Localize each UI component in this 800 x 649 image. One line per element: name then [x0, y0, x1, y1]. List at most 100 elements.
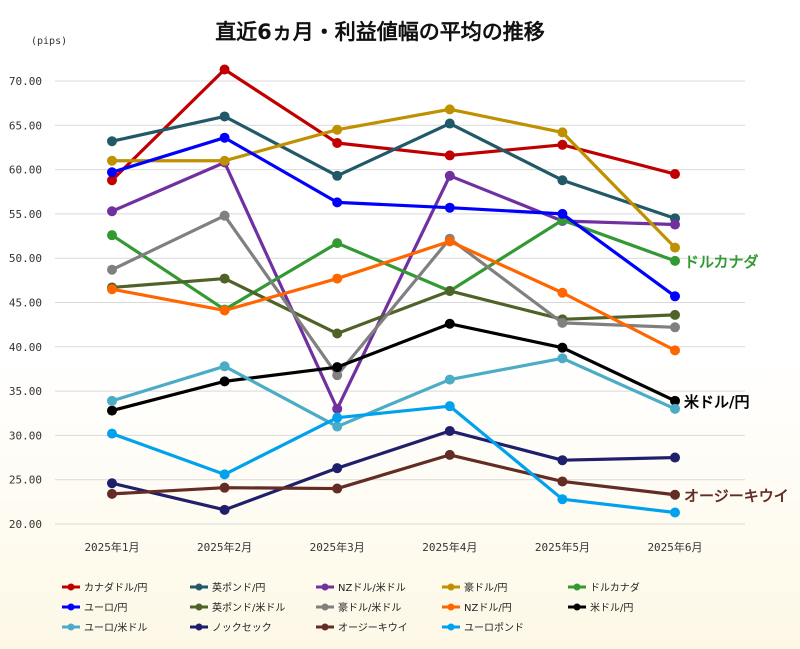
data-point — [107, 395, 117, 406]
data-point — [670, 242, 680, 253]
legend-label: 英ポンド/米ドル — [212, 601, 285, 614]
data-point — [332, 124, 343, 135]
legend-swatch-marker — [321, 583, 329, 591]
x-tick-label: 2025年4月 — [422, 540, 477, 554]
legend-swatch-marker — [195, 623, 203, 631]
data-point — [557, 353, 568, 364]
data-point — [219, 111, 230, 122]
series-line — [110, 453, 677, 497]
series-line — [110, 356, 677, 429]
series-9 — [107, 318, 680, 416]
legend-item: NZドル/円 — [442, 603, 512, 614]
data-point — [557, 455, 568, 466]
data-point — [557, 175, 568, 186]
y-tick-label: 35.00 — [9, 385, 42, 398]
legend-label: ユーロ/円 — [84, 603, 127, 614]
data-point — [670, 395, 680, 406]
legend-item: 豪ドル/米ドル — [316, 601, 401, 614]
data-point — [107, 230, 117, 241]
y-tick-label: 40.00 — [9, 341, 42, 354]
legend-swatch-marker — [573, 583, 581, 591]
data-point — [107, 488, 117, 499]
series-10 — [107, 353, 680, 432]
data-point — [444, 236, 455, 247]
series-line — [110, 404, 677, 515]
series-end-label: 米ドル/円 — [684, 393, 749, 411]
data-point — [444, 374, 455, 385]
data-point — [107, 264, 117, 275]
data-point — [219, 504, 230, 515]
data-point — [670, 291, 680, 302]
data-point — [332, 238, 343, 249]
series-line — [110, 136, 677, 298]
legend-swatch-marker — [195, 583, 203, 591]
legend-item: NZドル/米ドル — [316, 581, 406, 594]
legend-swatch-marker — [447, 603, 455, 611]
series-3 — [107, 104, 680, 253]
data-point — [670, 507, 680, 518]
series-end-label: オージーキウイ — [684, 487, 789, 505]
data-point — [332, 362, 343, 373]
data-point — [219, 155, 230, 166]
gridlines — [55, 80, 745, 525]
series-end-label: ドルカナダ — [684, 253, 759, 271]
data-point — [670, 309, 680, 320]
legend-item: 英ポンド/円 — [190, 581, 265, 594]
chart-title: 直近6ヵ月・利益値幅の平均の推移 — [215, 20, 545, 44]
legend-item: ノックセック — [190, 622, 272, 634]
legend-swatch-marker — [67, 623, 75, 631]
y-tick-label: 50.00 — [9, 252, 42, 265]
legend-swatch-marker — [321, 623, 329, 631]
data-point — [332, 463, 343, 474]
y-axis-unit-label: (pips) — [31, 36, 67, 47]
series-line — [110, 214, 677, 377]
legend-item: ドルカナダ — [568, 581, 640, 594]
x-tick-label: 2025年5月 — [535, 540, 590, 554]
data-point — [332, 197, 343, 208]
data-point — [557, 139, 568, 150]
data-point — [332, 370, 343, 381]
series-line — [110, 322, 677, 413]
legend-label: 英ポンド/円 — [212, 581, 265, 594]
y-tick-label: 20.00 — [9, 518, 42, 531]
legend-item: ユーロ/米ドル — [62, 621, 147, 634]
series-line — [110, 160, 677, 411]
data-point — [444, 425, 455, 436]
data-point — [444, 401, 455, 412]
legend-swatch-marker — [573, 603, 581, 611]
legend-item: ユーロポンド — [442, 622, 524, 634]
data-point — [557, 476, 568, 487]
data-point — [670, 255, 680, 266]
legend-label: NZドル/円 — [464, 603, 512, 614]
data-point — [332, 403, 343, 414]
y-tick-label: 55.00 — [9, 208, 42, 221]
data-point — [219, 210, 230, 221]
data-point — [444, 104, 455, 115]
data-point — [332, 328, 343, 339]
x-axis-ticks: 2025年1月 2025年2月 2025年3月 2025年4月 2025年5月 2025年… — [84, 540, 702, 554]
data-point — [107, 136, 117, 147]
x-tick-label: 2025年2月 — [197, 540, 252, 554]
y-tick-label: 45.00 — [9, 297, 42, 310]
legend-item: カナダドル/円 — [62, 581, 147, 594]
data-point — [670, 452, 680, 463]
legend-label: オージーキウイ — [338, 622, 408, 634]
data-point — [107, 175, 117, 186]
x-tick-label: 2025年3月 — [310, 540, 365, 554]
data-point — [107, 284, 117, 295]
series-line — [110, 114, 677, 220]
y-tick-label: 65.00 — [9, 119, 42, 132]
legend-item: 豪ドル/円 — [442, 581, 507, 594]
series-line — [110, 429, 677, 512]
series-line — [110, 276, 677, 336]
data-point — [557, 494, 568, 505]
data-point — [107, 478, 117, 489]
data-point — [444, 449, 455, 460]
legend-item: 英ポンド/米ドル — [190, 601, 285, 614]
data-point — [557, 287, 568, 298]
data-point — [107, 167, 117, 178]
data-point — [107, 206, 117, 217]
data-point — [332, 170, 343, 181]
